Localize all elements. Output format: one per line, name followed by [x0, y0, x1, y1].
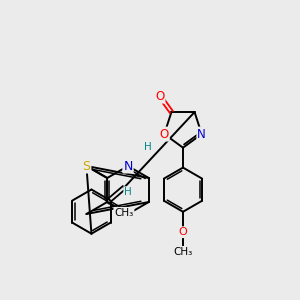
- Text: N: N: [197, 128, 206, 141]
- Text: H: H: [144, 142, 152, 152]
- Text: S: S: [82, 160, 90, 172]
- Text: O: O: [160, 128, 169, 141]
- Text: N: N: [123, 160, 133, 172]
- Text: O: O: [178, 227, 188, 237]
- Text: O: O: [155, 90, 164, 103]
- Text: H: H: [124, 187, 132, 197]
- Text: CH₃: CH₃: [173, 247, 193, 257]
- Text: CH₃: CH₃: [114, 208, 134, 218]
